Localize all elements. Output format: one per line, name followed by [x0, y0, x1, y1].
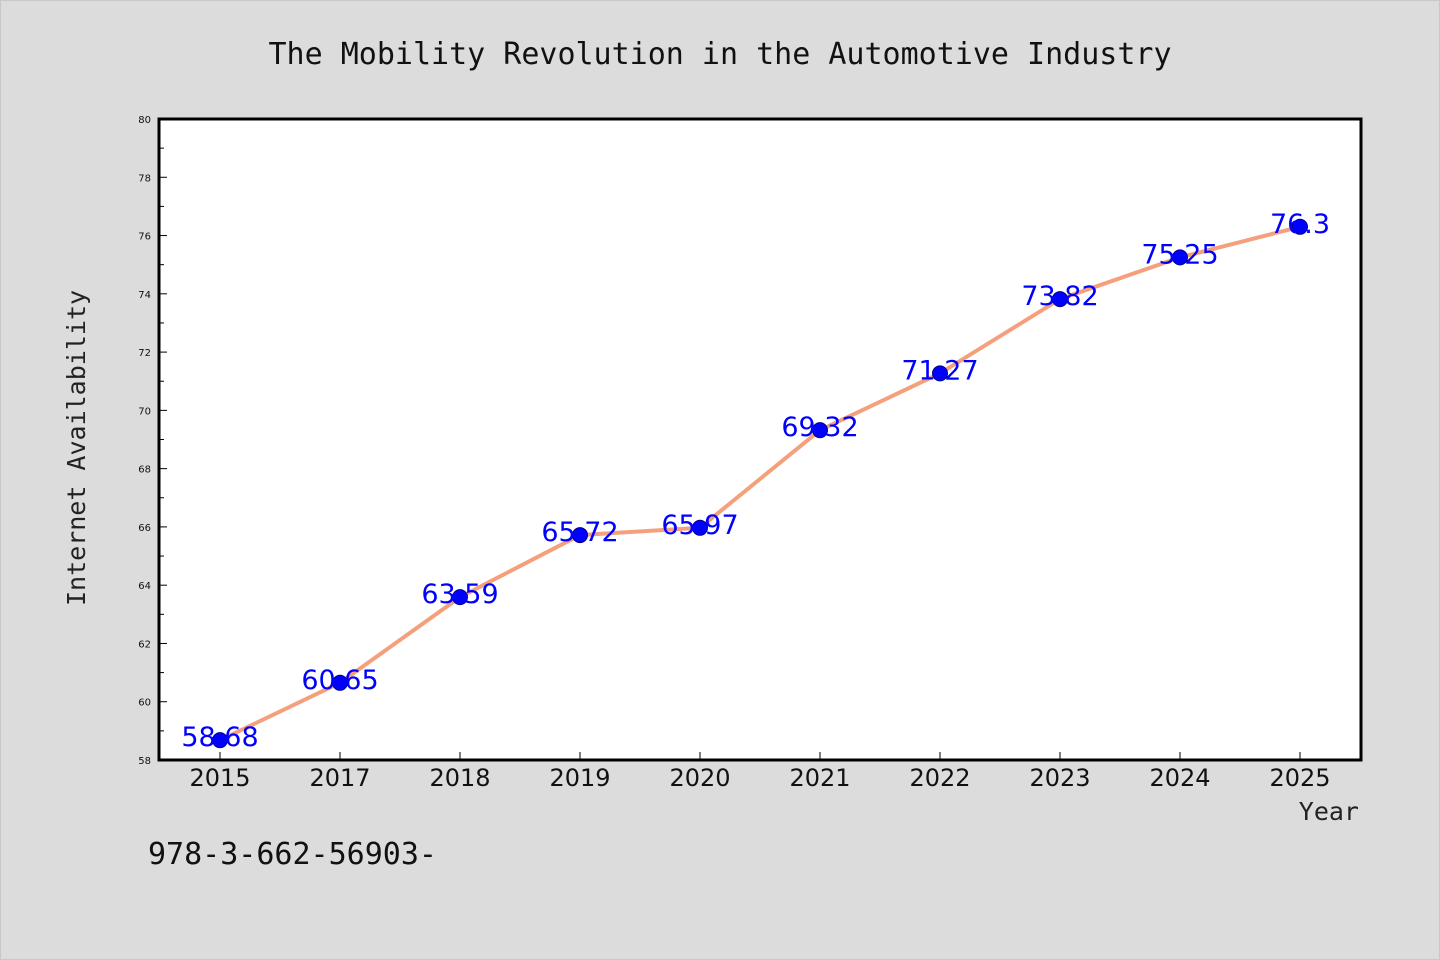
- x-tick-label: 2018: [429, 764, 490, 792]
- data-point: [812, 422, 828, 439]
- data-label: 63.59: [421, 579, 498, 610]
- y-tick-label: 72: [138, 348, 151, 359]
- data-label: 75.25: [1141, 239, 1218, 270]
- y-axis-label: Internet Availability: [62, 290, 91, 606]
- x-tick-label: 2015: [189, 764, 250, 792]
- x-tick-label: 2025: [1269, 764, 1330, 792]
- footer-text: 978-3-662-56903-: [148, 837, 437, 872]
- x-tick-label: 2017: [309, 764, 370, 792]
- x-axis-ticks: 2015 2017 2018 2019 2020 2021 2022 2023 2024 2025: [189, 752, 1331, 792]
- series-layer: [212, 218, 1308, 749]
- y-tick-label: 68: [138, 465, 151, 476]
- x-tick-label: 2023: [1029, 764, 1090, 792]
- y-tick-label: 76: [138, 232, 151, 243]
- x-tick-label: 2019: [549, 764, 610, 792]
- data-point: [1052, 291, 1068, 308]
- x-tick-label: 2024: [1149, 764, 1210, 792]
- x-tick-label: 2022: [909, 764, 970, 792]
- data-label: 76.3: [1270, 209, 1330, 240]
- data-labels: 58.68 60.65 63.59 65.72 65.97 69.32 71.27 73.82…: [181, 209, 1330, 753]
- y-tick-label: 60: [138, 698, 151, 709]
- series-line: [218, 224, 1302, 743]
- x-tick-label: 2021: [789, 764, 850, 792]
- data-point: [332, 674, 348, 691]
- chart-title: The Mobility Revolution in the Automotiv…: [268, 37, 1171, 72]
- y-tick-label: 70: [138, 406, 151, 417]
- data-point: [932, 365, 948, 382]
- data-point: [452, 589, 468, 606]
- y-tick-label: 66: [138, 523, 151, 534]
- data-label: 71.27: [901, 355, 978, 386]
- data-point: [1292, 218, 1308, 235]
- y-tick-label: 80: [138, 115, 151, 126]
- data-point: [1172, 249, 1188, 266]
- data-label: 58.68: [181, 722, 258, 753]
- data-point: [212, 732, 228, 749]
- data-label: 60.65: [301, 665, 378, 696]
- data-point: [572, 527, 588, 544]
- data-point: [692, 519, 708, 536]
- y-tick-label: 64: [138, 581, 151, 592]
- data-label: 69.32: [781, 412, 858, 443]
- x-axis-label: Year: [1299, 797, 1359, 826]
- data-label: 65.97: [661, 510, 738, 541]
- y-tick-label: 58: [138, 756, 151, 767]
- y-tick-label: 78: [138, 173, 151, 184]
- x-tick-label: 2020: [669, 764, 730, 792]
- plot-area: [157, 117, 1363, 762]
- data-label: 65.72: [541, 517, 618, 548]
- y-tick-label: 62: [138, 639, 151, 650]
- data-label: 73.82: [1021, 281, 1098, 312]
- y-axis-ticks: 58 60 62 64 66 68 70 72 74 76 78 80: [138, 115, 167, 767]
- y-tick-label: 74: [138, 290, 151, 301]
